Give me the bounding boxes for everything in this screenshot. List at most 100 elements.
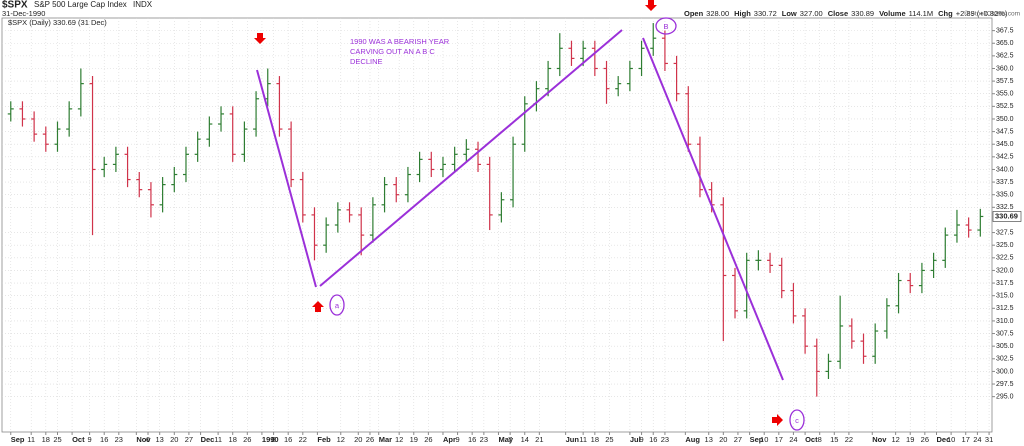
x-tick-label: May [498, 435, 513, 444]
x-tick-label: 16 [284, 435, 292, 444]
arrow-up [312, 301, 324, 312]
x-tick-label: 18 [42, 435, 50, 444]
x-tick-label: 10 [760, 435, 768, 444]
annotation-text: 1990 WAS A BEARISH YEAR [350, 37, 450, 46]
legend-text: $SPX (Daily) 330.69 (31 Dec) [8, 18, 107, 27]
quote-label: Open [684, 9, 704, 18]
annotation-text: DECLINE [350, 57, 383, 66]
y-tick-label: 302.5 [996, 356, 1014, 363]
x-tick-label: Nov [872, 435, 887, 444]
x-tick-label: 17 [775, 435, 783, 444]
date: 31-Dec-1990 [2, 9, 45, 18]
x-tick-label: 22 [845, 435, 853, 444]
y-tick-label: 347.5 [996, 128, 1014, 135]
y-tick-label: 325.0 [996, 242, 1014, 249]
quote-value: +2.89 (+0.82%) [956, 9, 1008, 18]
y-tick-label: 307.5 [996, 330, 1014, 337]
x-tick-label: 13 [156, 435, 164, 444]
x-tick-label: 20 [170, 435, 178, 444]
plot-area [1, 17, 993, 433]
y-tick-label: 312.5 [996, 305, 1014, 312]
y-tick-label: 367.5 [996, 27, 1014, 34]
x-tick-label: 16 [100, 435, 108, 444]
x-tick-label: Mar [379, 435, 392, 444]
y-tick-label: 337.5 [996, 179, 1014, 186]
y-tick-label: 335.0 [996, 192, 1014, 199]
quote-value: 330.89 [851, 9, 874, 18]
y-tick-label: 365.0 [996, 40, 1014, 47]
wave-circle [329, 294, 345, 316]
quote-label: Volume [879, 9, 906, 18]
x-tick-label: 26 [366, 435, 374, 444]
y-tick-label: 332.5 [996, 204, 1014, 211]
x-tick-label: Dec [201, 435, 215, 444]
x-tick-label: Nov [136, 435, 151, 444]
x-tick-label: Jul [630, 435, 641, 444]
x-tick-label: 17 [962, 435, 970, 444]
y-tick-label: 352.5 [996, 103, 1014, 110]
x-tick-label: 12 [891, 435, 899, 444]
y-tick-label: 315.0 [996, 293, 1014, 300]
x-tick-label: Oct [805, 435, 818, 444]
x-tick-label: 19 [906, 435, 914, 444]
chart-title: S&P 500 Large Cap Index [34, 0, 127, 9]
y-tick-label: 357.5 [996, 78, 1014, 85]
x-tick-label: 9 [455, 435, 459, 444]
x-tick-label: 15 [830, 435, 838, 444]
last-price-label: 330.69 [995, 211, 1018, 220]
y-tick-label: 350.0 [996, 116, 1014, 123]
x-tick-label: 18 [229, 435, 237, 444]
x-tick-label: 8 [818, 435, 822, 444]
exchange: INDX [133, 0, 153, 9]
trendline [319, 29, 623, 287]
x-tick-label: 11 [27, 435, 35, 444]
arrow-down [254, 33, 266, 44]
quote-value: 114.1M [909, 9, 933, 18]
x-tick-label: 26 [424, 435, 432, 444]
x-tick-label: 11 [579, 435, 587, 444]
quote-label: Close [828, 9, 848, 18]
x-tick-label: 1990 [262, 435, 279, 444]
x-tick-label: 16 [468, 435, 476, 444]
trendline [642, 37, 784, 381]
x-tick-label: Oct [72, 435, 85, 444]
x-tick-label: 7 [508, 435, 512, 444]
x-tick-label: 24 [789, 435, 797, 444]
x-tick-label: 10 [947, 435, 955, 444]
y-tick-label: 295.0 [996, 394, 1014, 401]
arrow-right [772, 414, 783, 426]
x-tick-label: 24 [973, 435, 981, 444]
x-tick-label: 20 [719, 435, 727, 444]
y-tick-label: 362.5 [996, 53, 1014, 60]
x-tick-label: 26 [243, 435, 251, 444]
y-tick-label: 342.5 [996, 154, 1014, 161]
annotations: 1990 WAS A BEARISH YEAR CARVING OUT AN A… [254, 0, 805, 431]
copyright: © StockCharts.com [964, 10, 1020, 18]
trendline [256, 69, 317, 288]
x-tick-label: 31 [985, 435, 993, 444]
y-tick-label: 345.0 [996, 141, 1014, 148]
y-tick-label: 297.5 [996, 381, 1014, 388]
x-tick-label: Sep [11, 435, 25, 444]
y-tick-label: 340.0 [996, 166, 1014, 173]
x-tick-label: 16 [649, 435, 657, 444]
x-tick-label: Aug [685, 435, 700, 444]
x-tick-label: 6 [146, 435, 150, 444]
quote: Open 328.00 High 330.72 Low 327.00 Close 330.89… [684, 9, 1008, 18]
last-price-box [992, 211, 1022, 222]
quote-label: Low [782, 9, 797, 18]
x-tick-label: Jun [566, 435, 580, 444]
y-tick-label: 360.0 [996, 65, 1014, 72]
x-tick-label: Apr [443, 435, 456, 444]
x-tick-label: 8 [272, 435, 276, 444]
quote-value: 328.00 [706, 9, 729, 18]
y-tick-label: 322.5 [996, 255, 1014, 262]
wave-circle [655, 17, 677, 35]
x-tick-label: 12 [337, 435, 345, 444]
x-tick-label: 23 [480, 435, 488, 444]
annotation-text: CARVING OUT AN A B C [350, 47, 435, 56]
wave-label: a [335, 301, 340, 310]
y-tick-label: 317.5 [996, 280, 1014, 287]
x-tick-label: 25 [605, 435, 613, 444]
